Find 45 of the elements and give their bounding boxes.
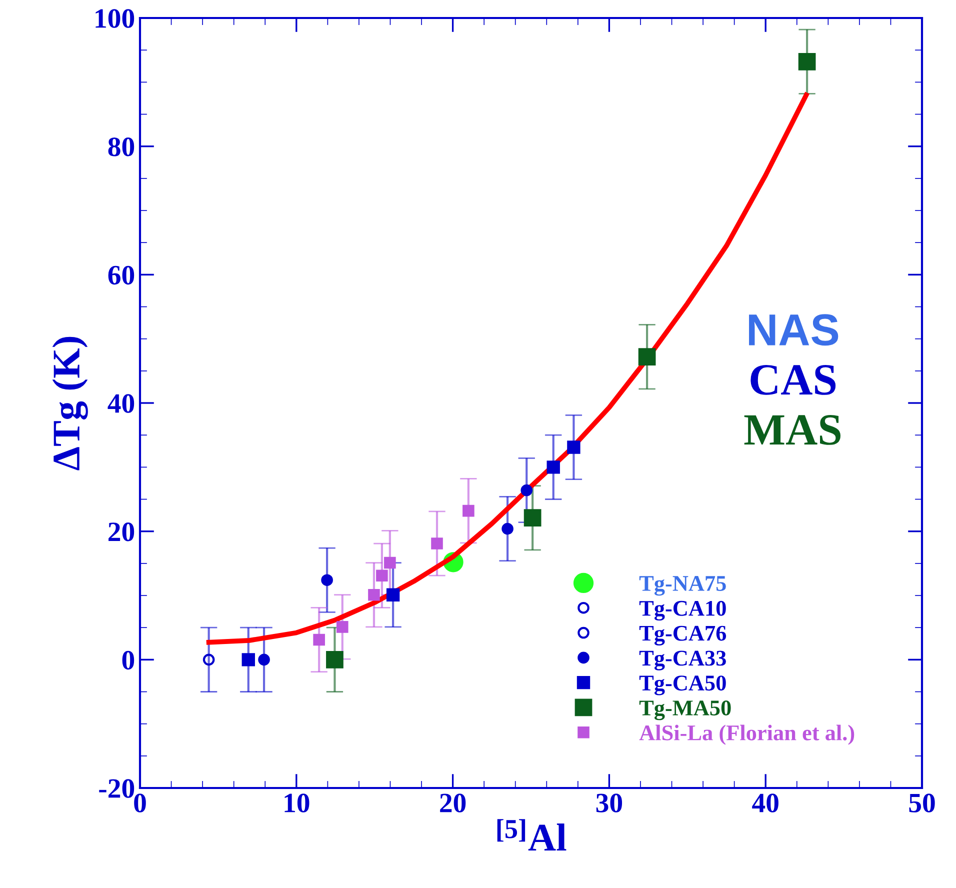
annotation: NAS bbox=[749, 314, 838, 346]
y-tick-label: -20 bbox=[99, 779, 134, 798]
annotation: MAS bbox=[744, 415, 840, 445]
legend-label: Tg-CA33 bbox=[639, 650, 726, 670]
x-tick-label: 0 bbox=[134, 794, 146, 812]
point bbox=[567, 440, 580, 454]
point bbox=[336, 621, 348, 633]
y-tick-label: 100 bbox=[96, 9, 134, 28]
x-axis-title: $^{[5]}$Al bbox=[497, 819, 566, 850]
legend-label: AlSi-La (Florian et al.) bbox=[639, 724, 854, 745]
point bbox=[258, 654, 270, 666]
x-tick-label: 10 bbox=[284, 794, 310, 812]
annotation: CAS bbox=[750, 365, 836, 395]
y-tick-label: 0 bbox=[122, 650, 134, 670]
point bbox=[546, 460, 560, 474]
legend-label: Tg-MA50 bbox=[639, 700, 731, 720]
legend-label: Tg-CA50 bbox=[639, 676, 726, 696]
y-tick-label: 20 bbox=[108, 522, 134, 542]
point bbox=[376, 570, 388, 582]
point bbox=[368, 588, 380, 601]
point bbox=[638, 348, 656, 366]
legend-label: Tg-NA75 bbox=[639, 576, 726, 596]
point bbox=[242, 653, 255, 666]
point bbox=[386, 588, 400, 602]
point bbox=[384, 556, 396, 569]
legend-label: Tg-CA10 bbox=[639, 600, 726, 621]
point bbox=[326, 650, 344, 668]
point bbox=[202, 654, 215, 666]
point bbox=[313, 634, 325, 646]
legend-label: Tg-CA76 bbox=[639, 626, 726, 646]
y-tick-label: 60 bbox=[108, 266, 134, 285]
x-tick-label: 40 bbox=[752, 794, 778, 812]
point bbox=[520, 484, 533, 496]
point bbox=[462, 504, 474, 517]
y-tick-label: 40 bbox=[108, 394, 134, 413]
x-tick-label: 30 bbox=[596, 794, 622, 812]
x-tick-label: 50 bbox=[909, 794, 935, 812]
point bbox=[502, 522, 514, 535]
point bbox=[431, 538, 443, 550]
y-tick-label: 80 bbox=[108, 138, 134, 156]
point bbox=[798, 52, 816, 70]
point bbox=[321, 574, 333, 586]
point bbox=[524, 509, 542, 527]
y-axis-title: ΔTg (K) bbox=[52, 336, 88, 470]
x-tick-label: 20 bbox=[440, 794, 466, 812]
